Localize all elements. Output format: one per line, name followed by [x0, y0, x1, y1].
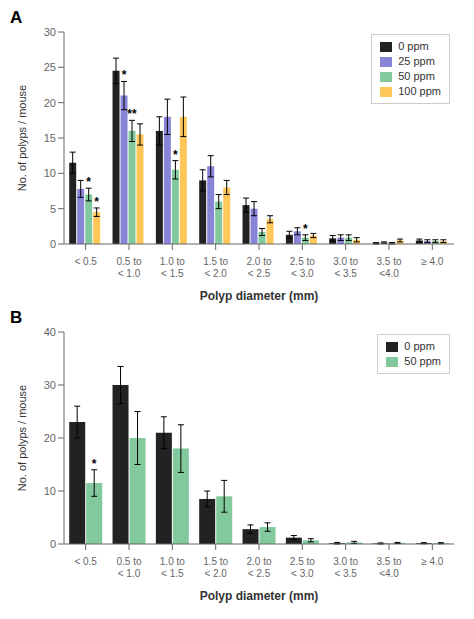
svg-text:2.5 to< 3.0: 2.5 to< 3.0	[290, 256, 315, 279]
svg-text:1.5 to< 2.0: 1.5 to< 2.0	[203, 556, 228, 579]
svg-text:10: 10	[44, 167, 56, 179]
svg-text:10: 10	[44, 485, 56, 497]
html-text:0 ppm: 0 ppm	[398, 40, 429, 52]
html-text:B: B	[10, 308, 23, 327]
svg-text:< 0.5: < 0.5	[74, 556, 97, 567]
svg-text:5: 5	[50, 203, 56, 215]
svg-text:2.0 to< 2.5: 2.0 to< 2.5	[246, 556, 271, 579]
svg-text:3.5 to<4.0: 3.5 to<4.0	[376, 556, 401, 579]
svg-text:0: 0	[50, 238, 56, 250]
svg-text:1.5 to< 2.0: 1.5 to< 2.0	[203, 256, 228, 279]
svg-text:0.5 to< 1.0: 0.5 to< 1.0	[116, 256, 141, 279]
svg-text:3.5 to<4.0: 3.5 to<4.0	[376, 256, 401, 279]
svg-text:40: 40	[44, 326, 56, 338]
html-text:A: A	[10, 8, 23, 27]
svg-text:Polyp diameter (mm): Polyp diameter (mm)	[200, 589, 319, 603]
svg-text:30: 30	[44, 26, 56, 38]
svg-text:No. of polyps / mouse: No. of polyps / mouse	[16, 385, 28, 491]
svg-text:**: **	[127, 107, 137, 121]
svg-text:20: 20	[44, 432, 56, 444]
svg-text:2.5 to< 3.0: 2.5 to< 3.0	[290, 556, 315, 579]
html-text:0 ppm: 0 ppm	[404, 340, 435, 352]
svg-text:*: *	[92, 457, 97, 471]
svg-text:No. of polyps / mouse: No. of polyps / mouse	[16, 85, 28, 191]
svg-text:0: 0	[50, 538, 56, 550]
html-text:25 ppm: 25 ppm	[398, 55, 435, 67]
svg-text:Polyp diameter (mm): Polyp diameter (mm)	[200, 289, 319, 303]
svg-text:≥ 4.0: ≥ 4.0	[421, 256, 444, 267]
svg-text:25: 25	[44, 61, 56, 73]
html-text:50 ppm: 50 ppm	[398, 70, 435, 82]
svg-text:3.0 to< 3.5: 3.0 to< 3.5	[333, 556, 358, 579]
svg-text:15: 15	[44, 132, 56, 144]
svg-text:*: *	[86, 175, 91, 189]
svg-text:0.5 to< 1.0: 0.5 to< 1.0	[116, 556, 141, 579]
html-text:50 ppm: 50 ppm	[404, 355, 441, 367]
html-text:100 ppm: 100 ppm	[398, 85, 441, 97]
svg-text:2.0 to< 2.5: 2.0 to< 2.5	[246, 256, 271, 279]
svg-text:< 0.5: < 0.5	[74, 256, 97, 267]
svg-text:3.0 to< 3.5: 3.0 to< 3.5	[333, 256, 358, 279]
svg-text:≥ 4.0: ≥ 4.0	[421, 556, 444, 567]
svg-text:30: 30	[44, 379, 56, 391]
svg-text:*: *	[94, 195, 99, 209]
svg-text:*: *	[303, 222, 308, 236]
svg-text:20: 20	[44, 97, 56, 109]
svg-text:1.0 to< 1.5: 1.0 to< 1.5	[160, 256, 185, 279]
svg-text:1.0 to< 1.5: 1.0 to< 1.5	[160, 556, 185, 579]
svg-text:*: *	[173, 148, 178, 162]
svg-text:*: *	[122, 68, 127, 82]
